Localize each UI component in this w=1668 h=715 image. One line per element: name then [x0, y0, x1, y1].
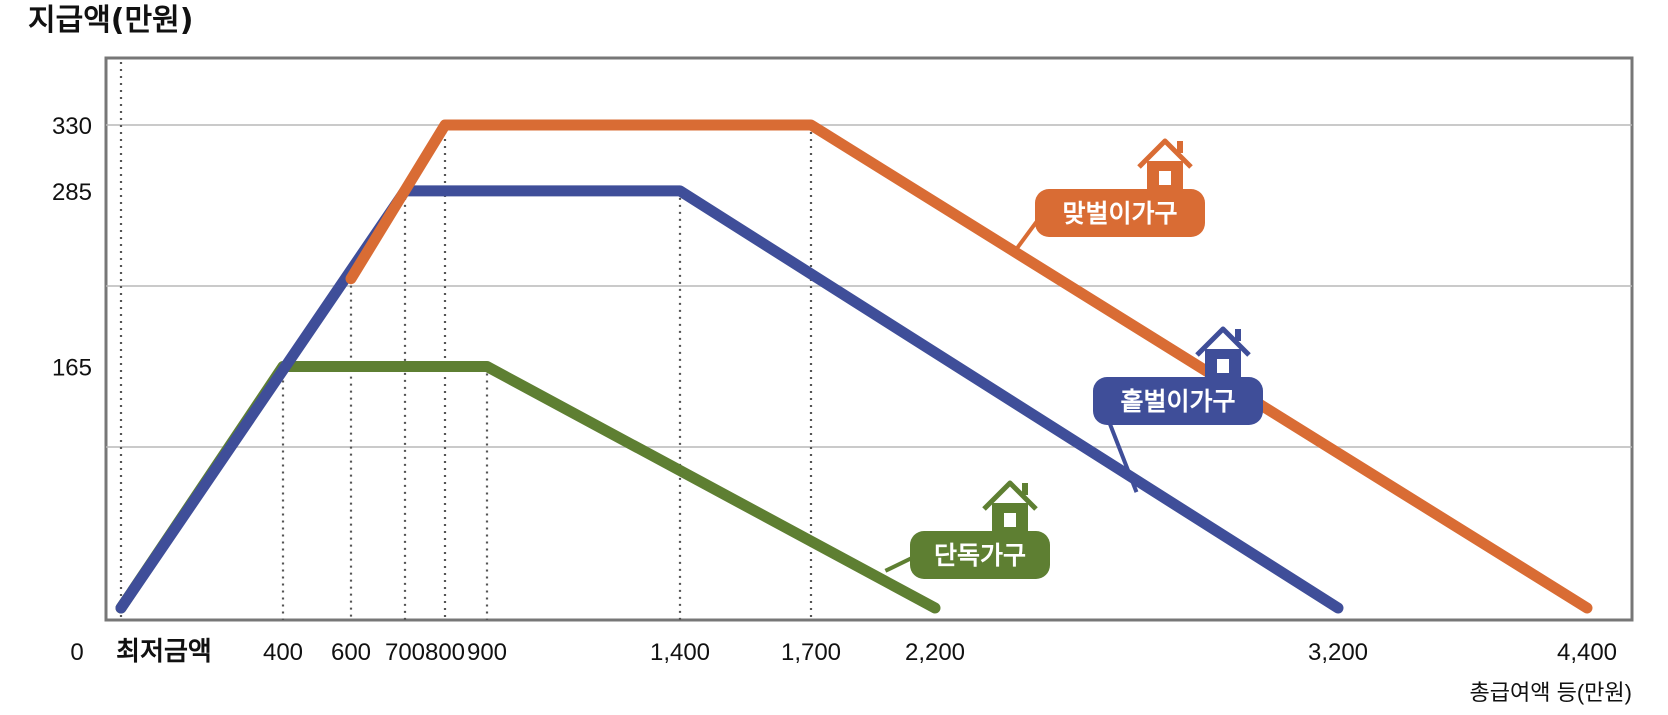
- x-tick-label-600: 600: [331, 639, 371, 666]
- y-tick-label-165: 165: [52, 355, 92, 382]
- reference-lines: [119, 62, 813, 620]
- series-label-1: 홑벌이가구: [1093, 326, 1263, 493]
- x-tick-labels: 0 최저금액 400 600 700 800 900 1,400 1,700 2,200 3,200…: [70, 636, 1617, 666]
- house-roof: [1137, 138, 1193, 169]
- series-label-badge: [1093, 377, 1263, 425]
- house-icon: [1137, 138, 1193, 189]
- x-axis-title: 총급여액 등(만원): [1470, 680, 1632, 705]
- x-tick-label-3200: 3,200: [1308, 639, 1368, 666]
- series-line-1: [115, 185, 1344, 614]
- house-roof: [982, 480, 1038, 511]
- grid-lines: [106, 124, 1632, 448]
- x-tick-label-0: 0: [70, 639, 83, 666]
- series-line-2: [345, 119, 1593, 614]
- house-chimney: [1022, 483, 1028, 495]
- y-axis-title: 지급액(만원): [28, 3, 193, 38]
- series-label-2: 맞벌이가구: [1013, 138, 1205, 252]
- house-window: [1217, 359, 1229, 373]
- x-tick-label-700: 700: [385, 639, 425, 666]
- x-tick-label-1700: 1,700: [781, 639, 841, 666]
- series-label-text: 홑벌이가구: [1120, 387, 1235, 416]
- series-labels: 단독가구 홑벌이가구 맞벌이가구: [884, 138, 1263, 579]
- series-label-text: 맞벌이가구: [1062, 199, 1177, 228]
- series-label-text: 단독가구: [934, 541, 1026, 570]
- house-roof: [1195, 326, 1251, 357]
- house-icon: [1195, 326, 1251, 377]
- series-label-badge: [1035, 189, 1205, 237]
- series-lines: [115, 119, 1593, 614]
- x-tick-label-800: 800: [425, 639, 465, 666]
- house-window: [1004, 513, 1016, 527]
- x-tick-label-4400: 4,400: [1557, 639, 1617, 666]
- series-label-0: 단독가구: [884, 480, 1050, 579]
- house-chimney: [1177, 141, 1183, 153]
- house-icon: [982, 480, 1038, 531]
- x-tick-label-400: 400: [263, 639, 303, 666]
- x-tick-label-80: 최저금액: [116, 636, 212, 666]
- house-window: [1159, 171, 1171, 185]
- y-tick-labels: 165 285 330: [52, 113, 92, 382]
- series-label-badge: [910, 531, 1050, 579]
- series-line-0: [115, 361, 941, 614]
- y-tick-label-330: 330: [52, 113, 92, 140]
- y-tick-label-285: 285: [52, 179, 92, 206]
- plot-frame: [104, 56, 1634, 622]
- house-chimney: [1235, 329, 1241, 341]
- x-tick-label-1400: 1,400: [650, 639, 710, 666]
- x-tick-label-2200: 2,200: [905, 639, 965, 666]
- x-tick-label-900: 900: [467, 639, 507, 666]
